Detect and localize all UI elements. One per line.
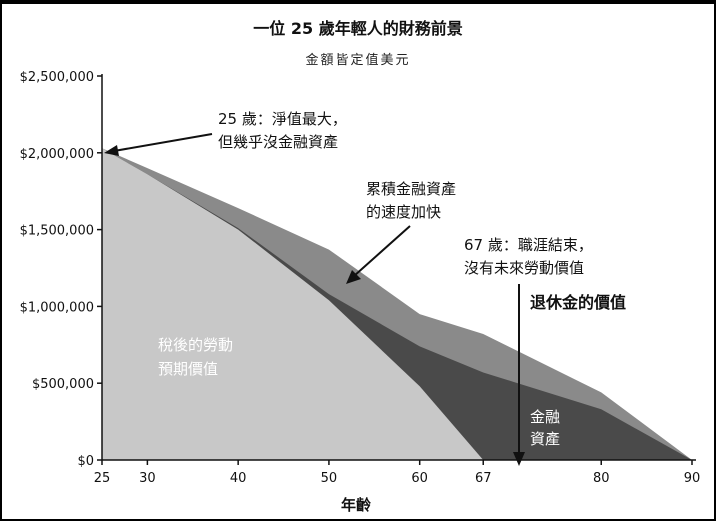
y-tick-label: $500,000 [32, 377, 94, 392]
label-labor-line2: 預期價值 [158, 360, 218, 378]
area-series-0 [102, 148, 484, 460]
label-assets-line2: 資產 [530, 430, 560, 448]
annotation-retire-line1: 67 歲：職涯結束， [464, 236, 593, 254]
annotation-peak-arrow [104, 133, 213, 156]
x-tick-label: 25 [94, 471, 111, 486]
x-tick-label: 80 [593, 471, 610, 486]
x-tick-label: 67 [475, 471, 492, 486]
chart-frame: 25 30 40 50 60 67 80 90 $0 $500,000 $1,000,000 $1,… [2, 4, 714, 519]
chart-subtitle: 金額皆定值美元 [305, 52, 410, 68]
annotation-peak-line2: 但幾乎沒金融資產 [218, 133, 338, 151]
y-tick-label: $2,000,000 [20, 147, 94, 162]
area-layers [102, 148, 692, 460]
annotation-accel-arrow [346, 225, 411, 284]
x-tick-label: 60 [411, 471, 428, 486]
annotation-pension: 退休金的價值 [530, 293, 626, 312]
x-axis-label: 年齡 [341, 496, 371, 514]
annotation-accel-line1: 累積金融資產 [366, 180, 456, 198]
y-tick-label: $0 [77, 454, 94, 469]
y-tick-label: $1,500,000 [20, 224, 94, 239]
y-tick-label: $2,500,000 [20, 70, 94, 85]
annotation-retire-arrow [513, 284, 525, 466]
x-tick-label: 50 [321, 471, 338, 486]
chart-title: 一位 25 歲年輕人的財務前景 [253, 19, 462, 38]
annotation-peak-line1: 25 歲：淨值最大， [218, 110, 347, 128]
x-ticks: 25 30 40 50 60 67 80 90 [94, 460, 701, 486]
x-tick-label: 40 [230, 471, 247, 486]
annotation-retire-line2: 沒有未來勞動價值 [464, 259, 584, 277]
chart-svg: 25 30 40 50 60 67 80 90 $0 $500,000 $1,000,000 $1,… [20, 19, 701, 514]
label-labor-line1: 稅後的勞動 [158, 336, 233, 354]
label-assets-line1: 金融 [530, 408, 560, 426]
x-tick-label: 90 [684, 471, 701, 486]
x-tick-label: 30 [139, 471, 156, 486]
axes [101, 74, 696, 461]
y-ticks: $0 $500,000 $1,000,000 $1,500,000 $2,000,000… [20, 70, 102, 469]
y-tick-label: $1,000,000 [20, 300, 94, 315]
annotation-accel-line2: 的速度加快 [366, 203, 441, 221]
